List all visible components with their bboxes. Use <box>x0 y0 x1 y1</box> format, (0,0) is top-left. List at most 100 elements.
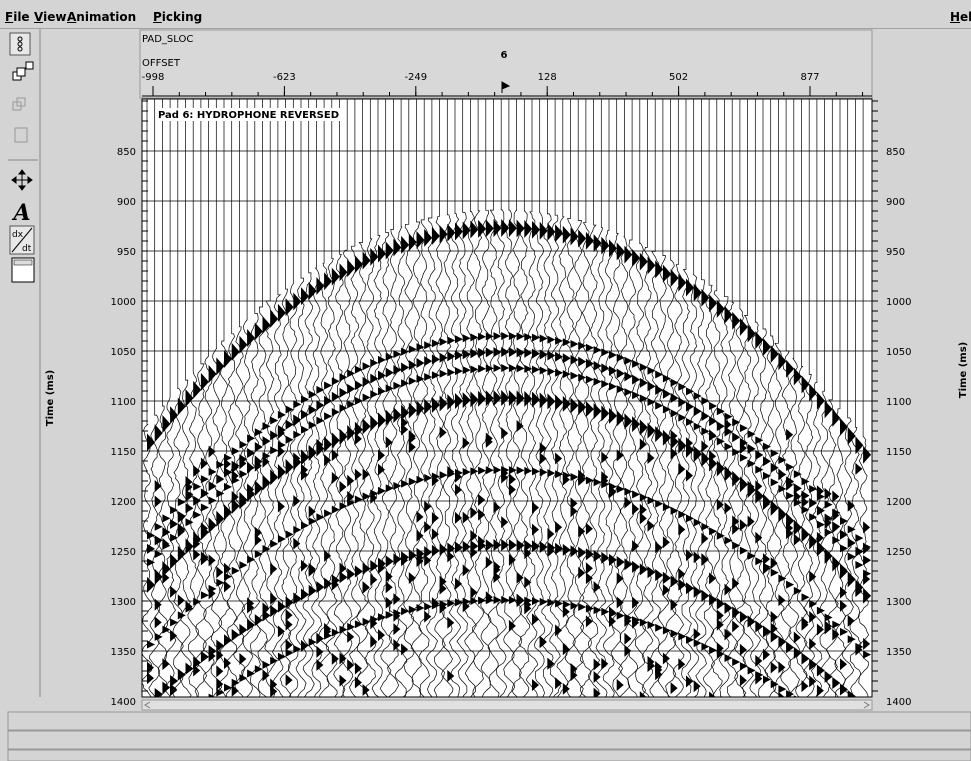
wiggle-fill <box>847 552 856 561</box>
wiggle-fill <box>247 618 256 631</box>
wiggle-trace <box>233 99 246 697</box>
wiggle-fill <box>601 451 609 464</box>
wiggle-fill <box>539 221 548 240</box>
wiggle-fill <box>239 561 248 570</box>
wiggle-fill <box>362 418 371 435</box>
wiggle-fill <box>670 506 679 515</box>
wiggle-fill <box>570 371 579 380</box>
wiggle-fill <box>670 269 679 288</box>
wiggle-fill <box>508 390 517 407</box>
wiggle-fill <box>408 432 416 445</box>
wiggle-fill <box>170 675 179 688</box>
wiggle-trace <box>349 99 362 697</box>
wiggle-trace <box>394 99 408 697</box>
wiggle-fill <box>632 616 640 629</box>
wiggle-fill <box>393 350 402 359</box>
wiggle-fill <box>478 219 487 238</box>
wiggle-fill <box>786 462 795 471</box>
wiggle-fill <box>655 660 663 673</box>
wiggle-fill <box>763 456 771 467</box>
wiggle-trace <box>565 99 577 697</box>
header-axis-label: OFFSET <box>142 58 181 69</box>
wiggle-fill <box>655 385 664 396</box>
wiggle-fill <box>339 387 348 398</box>
menu-item[interactable]: Animation <box>67 10 137 24</box>
wiggle-fill <box>362 376 371 387</box>
wiggle-fill <box>270 605 279 618</box>
wiggle-fill <box>555 336 564 345</box>
wiggle-fill <box>262 660 271 669</box>
wiggle-fill <box>293 452 301 465</box>
y-tick-label: 1000 <box>886 297 911 308</box>
wiggle-fill <box>339 674 347 687</box>
wiggle-fill <box>647 397 656 406</box>
wiggle-fill <box>224 580 231 593</box>
wiggle-fill <box>801 652 810 665</box>
wiggle-fill <box>162 681 171 694</box>
wiggle-fill <box>647 256 656 275</box>
wiggle-fill <box>462 540 471 553</box>
wiggle-fill <box>539 452 547 465</box>
menu-item[interactable]: File <box>5 10 30 24</box>
tool-button[interactable] <box>9 32 31 56</box>
wiggle-fill <box>616 385 625 394</box>
wiggle-fill <box>709 527 718 536</box>
wiggle-fill <box>493 596 502 605</box>
wiggle-fill <box>693 551 701 564</box>
wiggle-fill <box>231 469 239 482</box>
wiggle-fill <box>385 611 394 620</box>
scrollbar[interactable] <box>141 699 873 711</box>
wiggle-fill <box>393 623 401 636</box>
wiggle-fill <box>532 613 539 626</box>
status-bar <box>7 711 971 731</box>
wiggle-fill <box>324 549 332 562</box>
wiggle-fill <box>793 533 801 546</box>
wiggle-fill <box>655 260 664 279</box>
wiggle-fill <box>809 533 818 550</box>
wiggle-fill <box>678 510 687 519</box>
wiggle-trace <box>718 99 731 697</box>
wiggle-fill <box>208 554 216 567</box>
wiggle-fill <box>308 404 317 415</box>
wiggle-fill <box>385 581 393 594</box>
wiggle-fill <box>847 525 856 534</box>
wiggle-fill <box>324 381 333 390</box>
wiggle-fill <box>408 605 417 614</box>
wiggle-fill <box>270 562 278 575</box>
wiggle-fill <box>778 574 787 583</box>
wiggle-fill <box>301 449 309 466</box>
wiggle-fill <box>478 390 487 407</box>
wiggle-fill <box>670 629 679 638</box>
wiggle-fill <box>678 413 687 422</box>
menu-item[interactable]: Help <box>950 10 971 24</box>
wiggle-fill <box>516 571 524 584</box>
wiggle-fill <box>177 594 185 607</box>
wiggle-fill <box>147 433 155 452</box>
wiggle-fill <box>655 541 663 554</box>
wiggle-trace <box>742 99 754 697</box>
wiggle-fill <box>863 650 872 659</box>
wiggle-fill <box>632 560 641 573</box>
wiggle-fill <box>324 622 332 635</box>
wiggle-fill <box>562 370 571 379</box>
wiggle-fill <box>401 347 410 356</box>
icon <box>17 41 23 47</box>
wiggle-fill <box>847 614 855 627</box>
wiggle-fill <box>832 408 841 427</box>
wiggle-fill <box>316 416 325 425</box>
scroll-arrow[interactable] <box>144 701 870 709</box>
wiggle-fill <box>270 469 279 486</box>
wiggle-trace <box>248 99 261 697</box>
wiggle-fill <box>709 691 716 697</box>
menu-item[interactable]: View <box>34 10 67 24</box>
wiggle-fill <box>555 394 564 411</box>
wiggle-trace <box>610 99 624 697</box>
wiggle-fill <box>709 401 718 410</box>
menu-item[interactable]: Picking <box>153 10 203 24</box>
wiggle-fill <box>200 591 209 600</box>
wiggle-fill <box>362 562 371 575</box>
wiggle-fill <box>562 543 571 556</box>
wiggle-fill <box>308 421 317 430</box>
wiggle-fill <box>247 601 255 614</box>
wiggle-fill <box>724 583 732 596</box>
